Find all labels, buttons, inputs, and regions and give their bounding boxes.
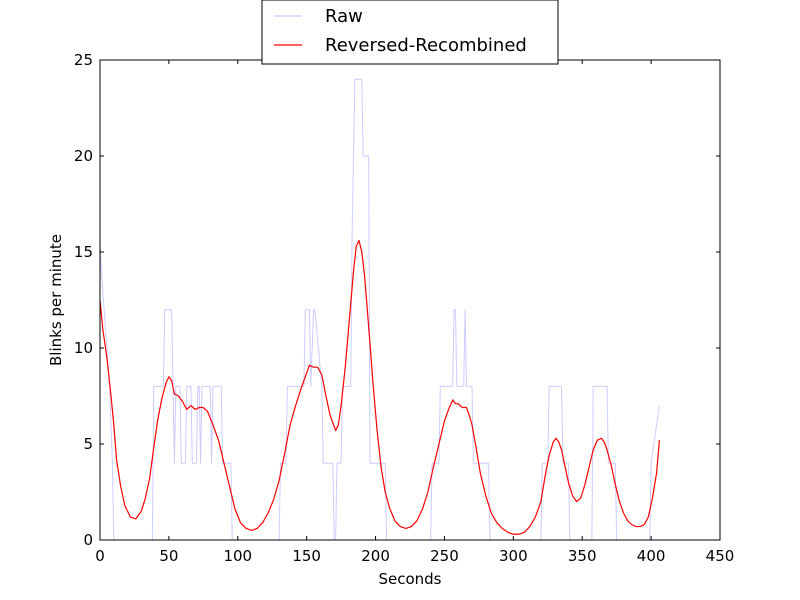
y-tick-label: 25	[74, 51, 93, 69]
legend-box	[261, 0, 559, 65]
x-tick-label: 0	[95, 547, 105, 565]
y-axis-title: Blinks per minute	[47, 234, 65, 366]
legend: Raw Reversed-Recombined	[261, 0, 559, 65]
series-line-raw	[100, 78, 660, 540]
x-tick-label: 400	[637, 547, 666, 565]
legend-label-reversed-recombined: Reversed-Recombined	[325, 35, 527, 56]
x-tick-label: 50	[159, 547, 178, 565]
x-tick-label: 200	[361, 547, 390, 565]
ticks-layer: 0 50 100 150 200 250 300 350 400 450 0 5 10 15 20 25	[74, 51, 734, 565]
x-axis-title: Seconds	[378, 570, 441, 588]
y-tick-label: 20	[74, 147, 93, 165]
legend-label-raw: Raw	[325, 6, 363, 27]
y-tick-label: 15	[74, 243, 93, 261]
x-tick-label: 350	[568, 547, 597, 565]
x-tick-label: 250	[430, 547, 459, 565]
series-layer	[100, 78, 660, 540]
x-tick-label: 300	[499, 547, 528, 565]
y-tick-label: 0	[83, 531, 93, 549]
x-tick-label: 150	[292, 547, 321, 565]
y-tick-label: 5	[83, 435, 93, 453]
x-tick-label: 450	[706, 547, 735, 565]
series-line-reversed-recombined	[100, 239, 660, 535]
x-tick-label: 100	[223, 547, 252, 565]
plot-area	[100, 60, 720, 540]
y-tick-label: 10	[74, 339, 93, 357]
